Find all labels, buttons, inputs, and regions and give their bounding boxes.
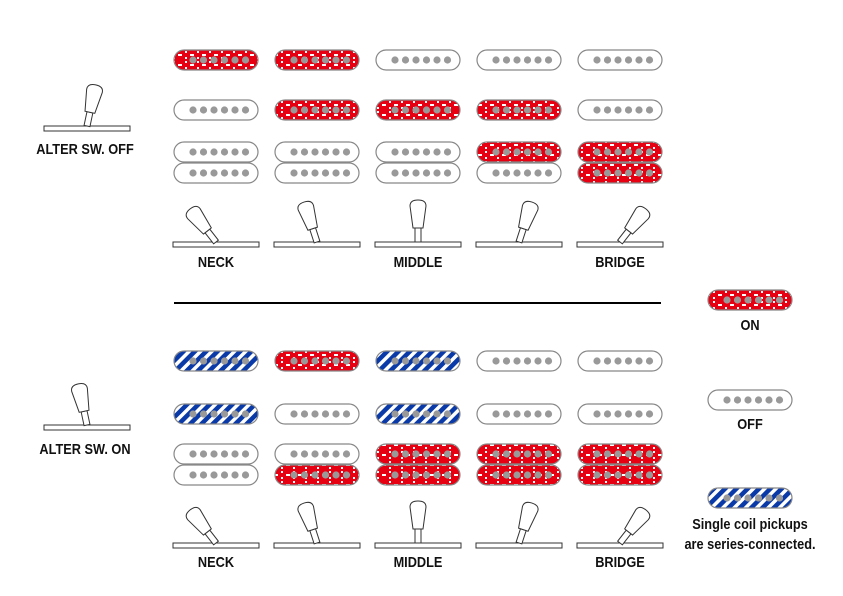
pickup-on <box>577 464 663 486</box>
pickup-selector-switch <box>374 199 462 248</box>
pickup-series <box>375 350 461 372</box>
alter-switch-on-icon <box>43 383 131 431</box>
pickup-off <box>274 141 360 163</box>
pickup-off <box>375 49 461 71</box>
pickup-selector-switch <box>374 500 462 549</box>
pickup-off <box>173 99 259 121</box>
pickup-off <box>577 403 663 425</box>
pickup-off <box>476 403 562 425</box>
pickup-on <box>476 99 562 121</box>
pickup-off <box>577 99 663 121</box>
alter-switch-off-label: ALTER SW. OFF <box>36 141 134 158</box>
position-label-neck: NECK <box>197 554 235 571</box>
legend-on-label: ON <box>740 317 760 334</box>
alter-switch-off-icon <box>43 84 131 132</box>
pickup-off <box>173 443 259 465</box>
pickup-series <box>375 403 461 425</box>
pickup-selector-switch <box>475 501 563 549</box>
position-label-bridge: BRIDGE <box>595 554 645 571</box>
pickup-on <box>375 464 461 486</box>
pickup-series <box>173 403 259 425</box>
position-label-neck: NECK <box>197 254 235 271</box>
pickup-off <box>476 162 562 184</box>
pickup-off <box>173 162 259 184</box>
pickup-selector-switch <box>273 501 361 549</box>
pickup-on <box>274 464 360 486</box>
legend-off-label: OFF <box>737 416 763 433</box>
pickup-selector-switch <box>475 200 563 248</box>
pickup-off <box>476 49 562 71</box>
legend-series-label-line1: Single coil pickups <box>692 516 808 533</box>
pickup-series <box>173 350 259 372</box>
pickup-off <box>375 162 461 184</box>
pickup-off <box>476 350 562 372</box>
pickup-on <box>375 99 461 121</box>
pickup-off <box>375 141 461 163</box>
position-label-middle: MIDDLE <box>393 554 443 571</box>
pickup-on <box>274 99 360 121</box>
position-label-middle: MIDDLE <box>393 254 443 271</box>
pickup-on <box>577 162 663 184</box>
pickup-off <box>173 464 259 486</box>
pickup-off <box>173 141 259 163</box>
pickup-on <box>577 141 663 163</box>
pickup-off <box>274 162 360 184</box>
pickup-selector-switch <box>172 506 260 549</box>
pickup-on <box>274 49 360 71</box>
pickup-on <box>375 443 461 465</box>
legend-series-label-line2: are series-connected. <box>684 536 816 553</box>
pickup-off <box>274 403 360 425</box>
pickup-on <box>274 350 360 372</box>
pickup-off <box>577 350 663 372</box>
alter-switch-on-label: ALTER SW. ON <box>39 441 131 458</box>
pickup-selector-switch <box>273 200 361 248</box>
pickup-selector-switch <box>172 205 260 248</box>
pickup-on <box>476 141 562 163</box>
pickup-on <box>476 464 562 486</box>
pickup-selector-switch <box>576 506 664 549</box>
pickup-series <box>707 487 793 509</box>
pickup-on <box>577 443 663 465</box>
pickup-on <box>173 49 259 71</box>
pickup-off <box>274 443 360 465</box>
pickup-on <box>707 289 793 311</box>
pickup-off <box>707 389 793 411</box>
position-label-bridge: BRIDGE <box>595 254 645 271</box>
pickup-on <box>476 443 562 465</box>
pickup-off <box>577 49 663 71</box>
pickup-selector-switch <box>576 205 664 248</box>
